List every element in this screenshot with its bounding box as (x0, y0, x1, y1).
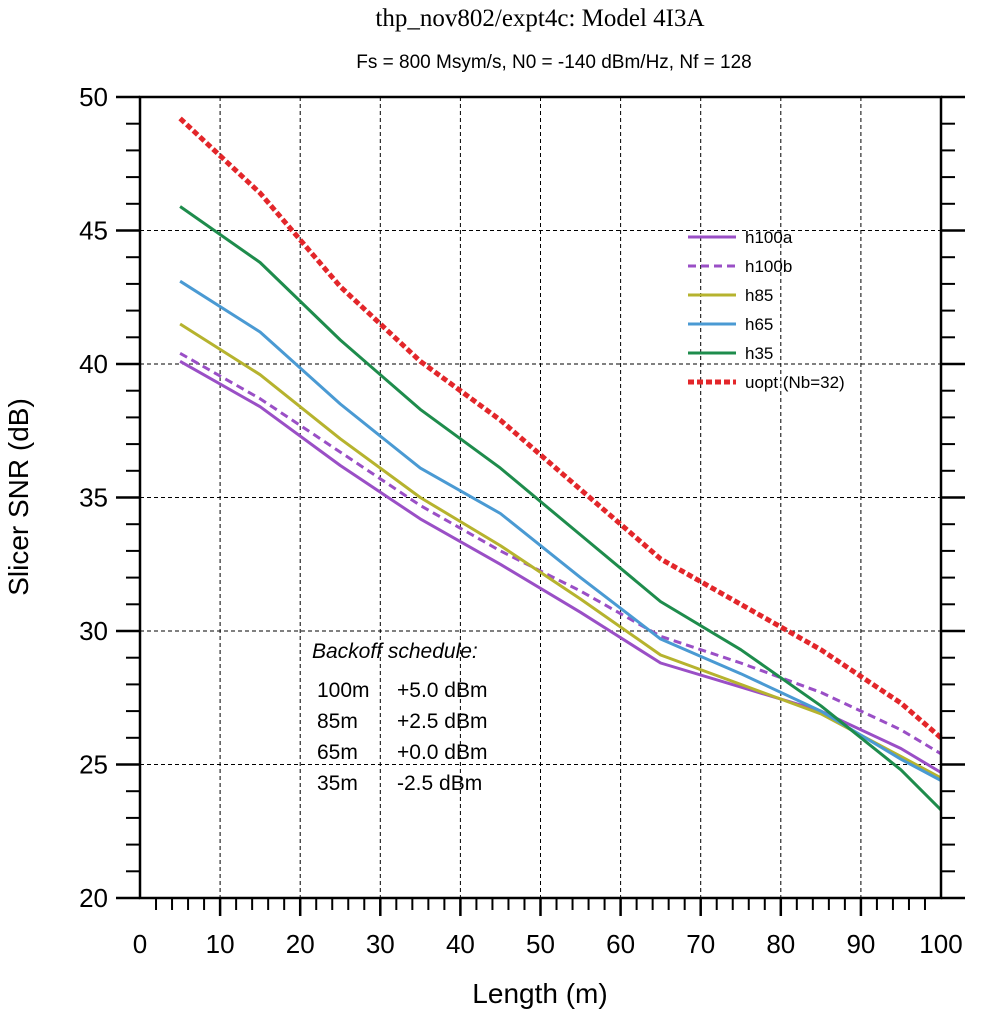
x-tick-label: 20 (286, 929, 315, 959)
series-line-uopt-nb-32- (178, 116, 943, 740)
legend-label: h85 (745, 286, 773, 305)
y-tick-label: 30 (79, 616, 108, 646)
x-tick-label: 100 (919, 929, 962, 959)
backoff-title: Backoff schedule: (312, 640, 478, 663)
backoff-length: 85m (317, 710, 358, 733)
y-tick-label: 45 (79, 216, 108, 246)
backoff-value: +2.5 dBm (397, 710, 487, 733)
y-tick-label: 35 (79, 483, 108, 513)
backoff-note: Backoff schedule: 100m +5.0 dBm 85m +2.5 dBm… (312, 640, 487, 795)
legend-label: uopt (Nb=32) (745, 373, 845, 392)
x-tick-label: 0 (133, 929, 147, 959)
backoff-length: 100m (317, 679, 370, 702)
y-axis-label: Slicer SNR (dB) (3, 398, 34, 596)
y-tick-label: 40 (79, 349, 108, 379)
series-line-h65 (179, 279, 942, 782)
legend-label: h100b (745, 257, 792, 276)
series-line-h35 (179, 205, 943, 811)
chart-title: thp_nov802/expt4c: Model 4I3A (375, 5, 704, 32)
backoff-value: +0.0 dBm (397, 741, 487, 764)
tick-labels: 0 10 20 30 40 50 60 70 80 90 100 20 25 30 35 40 45 50 (79, 82, 963, 959)
x-tick-label: 30 (366, 929, 395, 959)
legend: h100a h100b h85 h65 h35 uopt (Nb=32) (688, 228, 845, 392)
legend-label: h100a (745, 228, 793, 247)
series-lines (178, 116, 943, 811)
x-axis-label: Length (m) (472, 978, 607, 1009)
x-tick-label: 40 (446, 929, 475, 959)
legend-label: h65 (745, 315, 773, 334)
y-tick-label: 50 (79, 82, 108, 112)
x-tick-label: 50 (526, 929, 555, 959)
series-line-h100a (179, 359, 942, 774)
backoff-length: 35m (317, 772, 358, 795)
x-tick-label: 70 (686, 929, 715, 959)
series-line-h100b (179, 351, 942, 756)
x-tick-label: 60 (606, 929, 635, 959)
axis-ticks (116, 95, 965, 916)
x-tick-label: 10 (206, 929, 235, 959)
backoff-value: +5.0 dBm (397, 679, 487, 702)
grid (140, 97, 941, 898)
x-tick-label: 80 (766, 929, 795, 959)
y-tick-label: 20 (79, 883, 108, 913)
backoff-value: -2.5 dBm (397, 772, 482, 795)
y-tick-label: 25 (79, 750, 108, 780)
chart-subtitle: Fs = 800 Msym/s, N0 = -140 dBm/Hz, Nf = … (356, 52, 751, 73)
legend-label: h35 (745, 344, 773, 363)
x-tick-label: 90 (846, 929, 875, 959)
backoff-length: 65m (317, 741, 358, 764)
